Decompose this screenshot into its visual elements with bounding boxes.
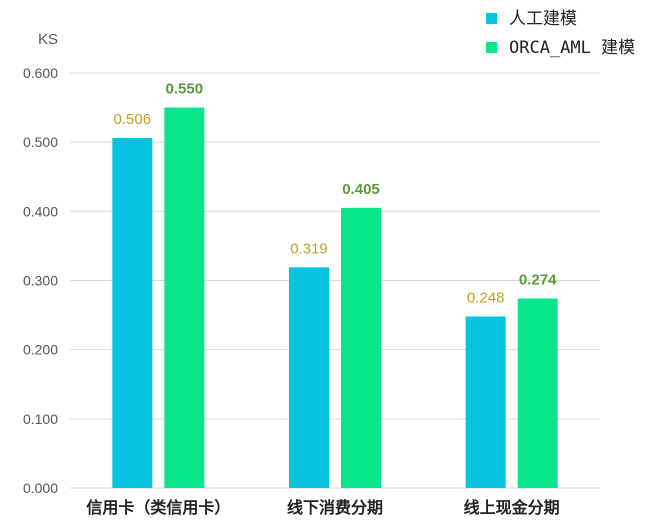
data-label: 0.405 — [342, 181, 380, 198]
data-label: 0.319 — [290, 240, 328, 257]
y-tick-label: 0.000 — [23, 480, 58, 496]
bar — [289, 267, 329, 488]
legend-label: ORCA_AML 建模 — [509, 38, 635, 58]
legend: 人工建模 ORCA_AML 建模 — [486, 9, 635, 58]
bars: 0.506 0.550 0.319 0.405 0.248 0.274 — [112, 81, 558, 488]
y-tick-label: 0.200 — [23, 342, 58, 358]
x-category-label: 线上现金分期 — [464, 498, 560, 517]
y-axis-ticks: 0.000 0.100 0.200 0.300 0.400 0.500 0.600 — [23, 65, 58, 496]
data-label: 0.550 — [166, 81, 204, 98]
category-labels: 信用卡（类信用卡） 线下消费分期 线上现金分期 — [86, 498, 559, 517]
bar — [517, 298, 558, 488]
gridlines — [70, 72, 600, 489]
y-tick-label: 0.300 — [23, 273, 58, 289]
y-tick-label: 0.600 — [23, 65, 58, 81]
x-category-label: 信用卡（类信用卡） — [86, 498, 230, 517]
y-tick-label: 0.100 — [23, 411, 58, 427]
bar — [465, 316, 506, 488]
data-label: 0.274 — [519, 271, 557, 288]
data-label: 0.248 — [467, 289, 505, 306]
y-tick-label: 0.400 — [23, 203, 58, 219]
bar — [341, 207, 381, 488]
data-label: 0.506 — [114, 111, 152, 128]
y-axis-label: KS — [38, 31, 58, 48]
legend-swatch — [486, 42, 497, 53]
x-category-label: 线下消费分期 — [287, 498, 383, 517]
legend-label: 人工建模 — [509, 9, 577, 29]
bar — [164, 107, 205, 488]
legend-swatch — [486, 13, 497, 24]
bar — [112, 138, 153, 488]
y-tick-label: 0.500 — [23, 134, 58, 150]
